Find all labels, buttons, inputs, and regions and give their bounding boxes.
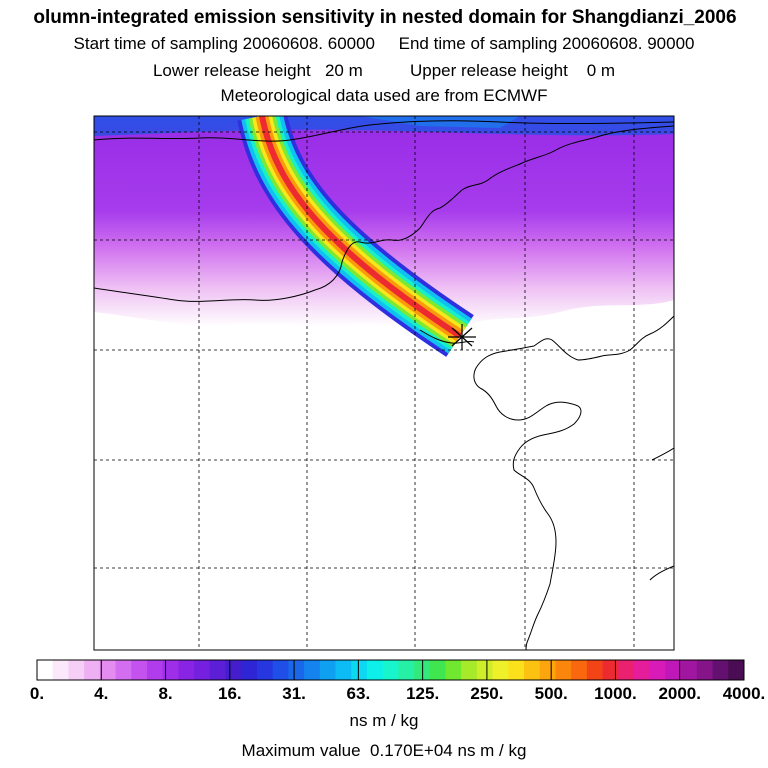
colorbar-tick-label: 8. [158, 684, 173, 703]
grid-lines [94, 116, 674, 650]
release-height-line: Lower release height 20 m Upper release … [0, 61, 768, 81]
colorbar-cell [508, 660, 525, 680]
start-label: Start time of sampling [73, 34, 238, 53]
plot-title: olumn-integrated emission sensitivity in… [33, 7, 737, 28]
colorbar-cell [681, 660, 698, 680]
colorbar-unit: ns m / kg [349, 711, 419, 730]
emission-plume [237, 116, 474, 357]
start-value: 20060608. 60000 [242, 34, 376, 53]
colorbar-tick-label: 31. [282, 684, 306, 703]
colorbar-cell [162, 660, 179, 680]
colorbar-cell [696, 660, 714, 680]
end-label: End time of sampling [398, 34, 558, 53]
colorbar-cell [209, 660, 227, 680]
colorbar-tick-label: 125. [406, 684, 440, 703]
colorbar-tick-label: 1000. [594, 684, 637, 703]
colorbar-cell [225, 660, 242, 680]
map-frame [93, 115, 675, 651]
colorbar-cell [429, 660, 446, 680]
colorbar-cell [99, 660, 117, 680]
lower-value: 20 m [324, 61, 363, 80]
release-point-star [448, 324, 476, 350]
colorbar-cell [382, 660, 399, 680]
colorbar-cell [586, 660, 604, 680]
end-value: 20060608. 90000 [562, 34, 695, 53]
colorbar-tick-label: 4. [94, 684, 109, 703]
max-value: 0.170E+04 ns m / kg [370, 741, 527, 760]
colorbar-cell [461, 660, 478, 680]
colorbar-cell [68, 660, 85, 680]
colorbar-cell [304, 660, 321, 680]
max-label: Maximum value [241, 741, 361, 760]
colorbar-cell [335, 660, 352, 680]
colorbar-cell [288, 660, 305, 680]
upper-value: 0 m [586, 61, 616, 80]
colorbar-cell [398, 660, 415, 680]
colorbar-cell [178, 660, 195, 680]
coastline [94, 120, 674, 650]
colorbar-tick-label: 250. [470, 684, 504, 703]
colorbar-cell [445, 660, 462, 680]
colorbar-tick-label: 0. [29, 684, 45, 703]
colorbar-cell [319, 660, 337, 680]
colorbar-tick-label: 2000. [658, 684, 701, 703]
colorbar-cell [712, 660, 729, 680]
colorbar-cell [37, 660, 54, 680]
colorbar-cell [115, 660, 132, 680]
colorbar-cell [492, 660, 509, 680]
colorbar-cell [555, 660, 572, 680]
colorbar-cell [52, 660, 69, 680]
colorbar-tick-label: 63. [346, 684, 371, 703]
colorbar-cell [146, 660, 164, 680]
colorbar-cell [84, 660, 101, 680]
colorbar-cell [728, 660, 745, 680]
colorbar-cell [131, 660, 148, 680]
met-data-line: Meteorological data used are from ECMWF [220, 86, 548, 105]
background-sensitivity-field [94, 116, 674, 327]
colorbar-cell [649, 660, 666, 680]
lower-label: Lower release height [152, 61, 311, 80]
colorbar-tick-label: 500. [534, 684, 568, 703]
colorbar-cell [524, 660, 541, 680]
colorbar-cell [665, 660, 682, 680]
maximum-value: Maximum value 0.170E+04 ns m / kg [0, 741, 768, 761]
colorbar-cell [634, 660, 651, 680]
colorbar-cell [272, 660, 289, 680]
colorbar-tick-label: 4000. [722, 684, 766, 703]
colorbar-cell [476, 660, 494, 680]
colorbar-tick-label: 16. [217, 684, 242, 703]
colorbar-cell [618, 660, 635, 680]
colorbar-cell [602, 660, 619, 680]
colorbar-cell [351, 660, 368, 680]
colorbar-cell [256, 660, 274, 680]
colorbar-cell [241, 660, 258, 680]
colorbar-cell [194, 660, 211, 680]
upper-label: Upper release height [409, 61, 568, 80]
sampling-time-line: Start time of sampling 20060608. 60000 E… [0, 34, 768, 54]
colorbar-cell [539, 660, 556, 680]
colorbar-cell [571, 660, 588, 680]
colorbar-cell [366, 660, 384, 680]
